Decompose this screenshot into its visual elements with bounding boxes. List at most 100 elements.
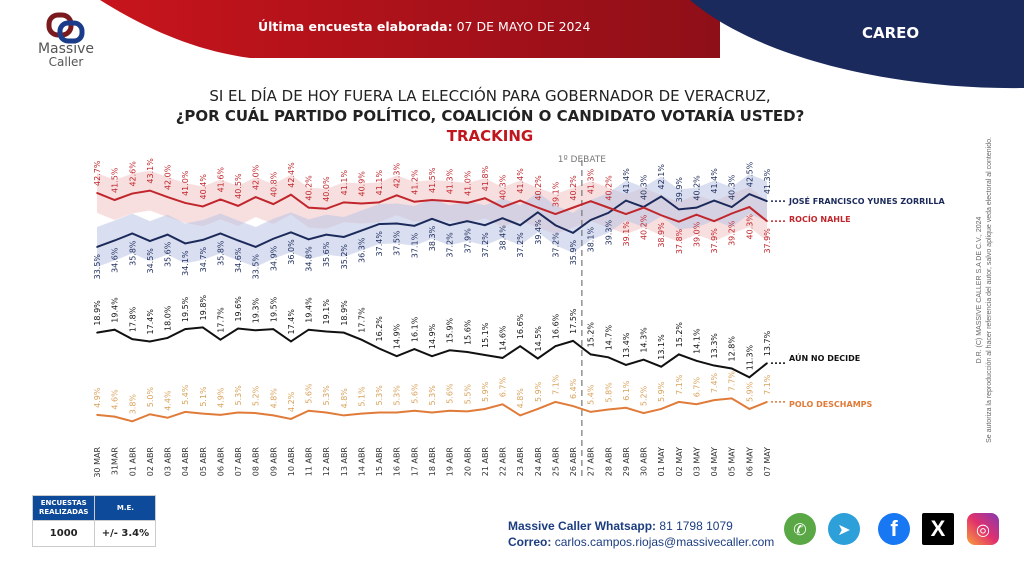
data-label: 5.3% [375, 385, 384, 406]
data-label: 36.0% [287, 239, 296, 265]
data-point [448, 349, 451, 352]
data-label: 14.7% [604, 324, 613, 350]
data-point [184, 328, 186, 330]
data-point [730, 206, 733, 208]
data-point [695, 360, 698, 362]
data-point [184, 411, 186, 413]
data-point [660, 408, 663, 410]
data-label: 34.1% [181, 250, 190, 276]
data-point [343, 331, 345, 334]
data-label: 4.8% [340, 388, 349, 409]
x-tick-label: 03 MAY [692, 447, 701, 476]
x-tick-label: 21 ABR [481, 447, 490, 477]
data-point [536, 357, 539, 360]
data-label: 4.6% [111, 389, 120, 410]
data-point [484, 197, 486, 200]
data-point [660, 365, 663, 368]
whatsapp-label: Massive Caller Whatsapp: [508, 519, 657, 533]
data-point [466, 220, 469, 222]
data-point [589, 219, 592, 221]
x-icon[interactable]: X [922, 513, 954, 545]
data-point [290, 418, 292, 420]
data-label: 40.8% [269, 171, 278, 197]
logo-text-1: Massive [37, 41, 95, 57]
data-point [501, 217, 504, 219]
data-point [201, 205, 204, 208]
data-point [484, 354, 486, 356]
data-point [766, 200, 768, 202]
data-point [290, 340, 292, 343]
data-label: 41.0% [181, 170, 190, 196]
data-label: 39.1% [551, 181, 560, 207]
data-label: 12.8% [728, 336, 737, 362]
navy-banner [690, 0, 1024, 89]
data-label: 5.3% [428, 385, 437, 406]
massive-caller-logo: Massive Caller [36, 12, 96, 68]
x-tick-label: 10 ABR [287, 447, 296, 477]
data-point [519, 224, 521, 227]
data-label: 42.7% [93, 160, 102, 186]
x-tick-label: 16 ABR [393, 447, 402, 477]
telegram-icon[interactable]: ➤ [828, 513, 860, 545]
data-label: 19.5% [269, 296, 278, 322]
data-point [378, 411, 380, 414]
x-tick-label: 18 ABR [428, 447, 437, 477]
x-tick-label: 07 ABR [234, 447, 243, 477]
data-point [625, 406, 627, 409]
whatsapp-number[interactable]: 81 1798 1079 [659, 519, 733, 533]
x-tick-label: 22 ABR [499, 447, 508, 477]
data-point [219, 414, 222, 416]
data-label: 37.4% [375, 231, 384, 257]
data-point [149, 340, 151, 343]
data-label: 37.9% [763, 228, 772, 254]
data-label: 19.1% [322, 299, 331, 325]
data-point [589, 200, 592, 202]
data-label: 6.7% [692, 377, 701, 398]
data-point [554, 401, 557, 403]
data-point [166, 337, 169, 339]
x-tick-label: 27 ABR [587, 447, 596, 477]
data-point [572, 340, 574, 342]
data-point [166, 233, 169, 236]
data-label: 40.2% [692, 175, 701, 201]
data-point [625, 364, 627, 366]
data-label: 40.2% [640, 214, 649, 240]
facebook-icon[interactable]: f [878, 513, 910, 545]
data-label: 19.6% [234, 296, 243, 322]
data-point [536, 408, 539, 410]
whatsapp-icon[interactable]: ✆ [784, 513, 816, 545]
instagram-icon[interactable]: ◎ [967, 513, 999, 545]
data-point [360, 338, 363, 341]
x-tick-label: 23 ABR [516, 447, 525, 477]
data-label: 41.5% [428, 167, 437, 193]
data-label: 42.0% [252, 164, 261, 190]
data-label: 34.8% [305, 246, 314, 272]
data-label: 5.3% [234, 385, 243, 406]
data-label: 40.3% [640, 174, 649, 200]
data-point [378, 223, 380, 225]
data-label: 5.8% [604, 382, 613, 403]
data-label: 5.3% [322, 385, 331, 406]
logo-icon [46, 12, 85, 44]
data-point [519, 345, 521, 347]
data-point [607, 408, 610, 411]
data-label: 16.6% [516, 313, 525, 339]
data-point [678, 208, 680, 211]
tracking-title: TRACKING [446, 127, 534, 145]
data-point [519, 414, 521, 417]
data-label: 19.5% [181, 296, 190, 322]
data-label: 40.4% [199, 174, 208, 200]
data-point [554, 224, 557, 227]
data-label: 37.2% [551, 232, 560, 258]
data-point [484, 224, 486, 227]
data-point [307, 206, 310, 209]
email-link[interactable]: carlos.campos.riojas@massivecaller.com [554, 535, 775, 549]
data-point [237, 239, 239, 242]
data-label: 13.1% [657, 334, 666, 360]
data-point [536, 211, 539, 214]
data-label: 41.1% [340, 170, 349, 196]
data-label: 41.4% [516, 168, 525, 194]
data-label: 37.2% [516, 232, 525, 258]
data-point [201, 326, 204, 329]
